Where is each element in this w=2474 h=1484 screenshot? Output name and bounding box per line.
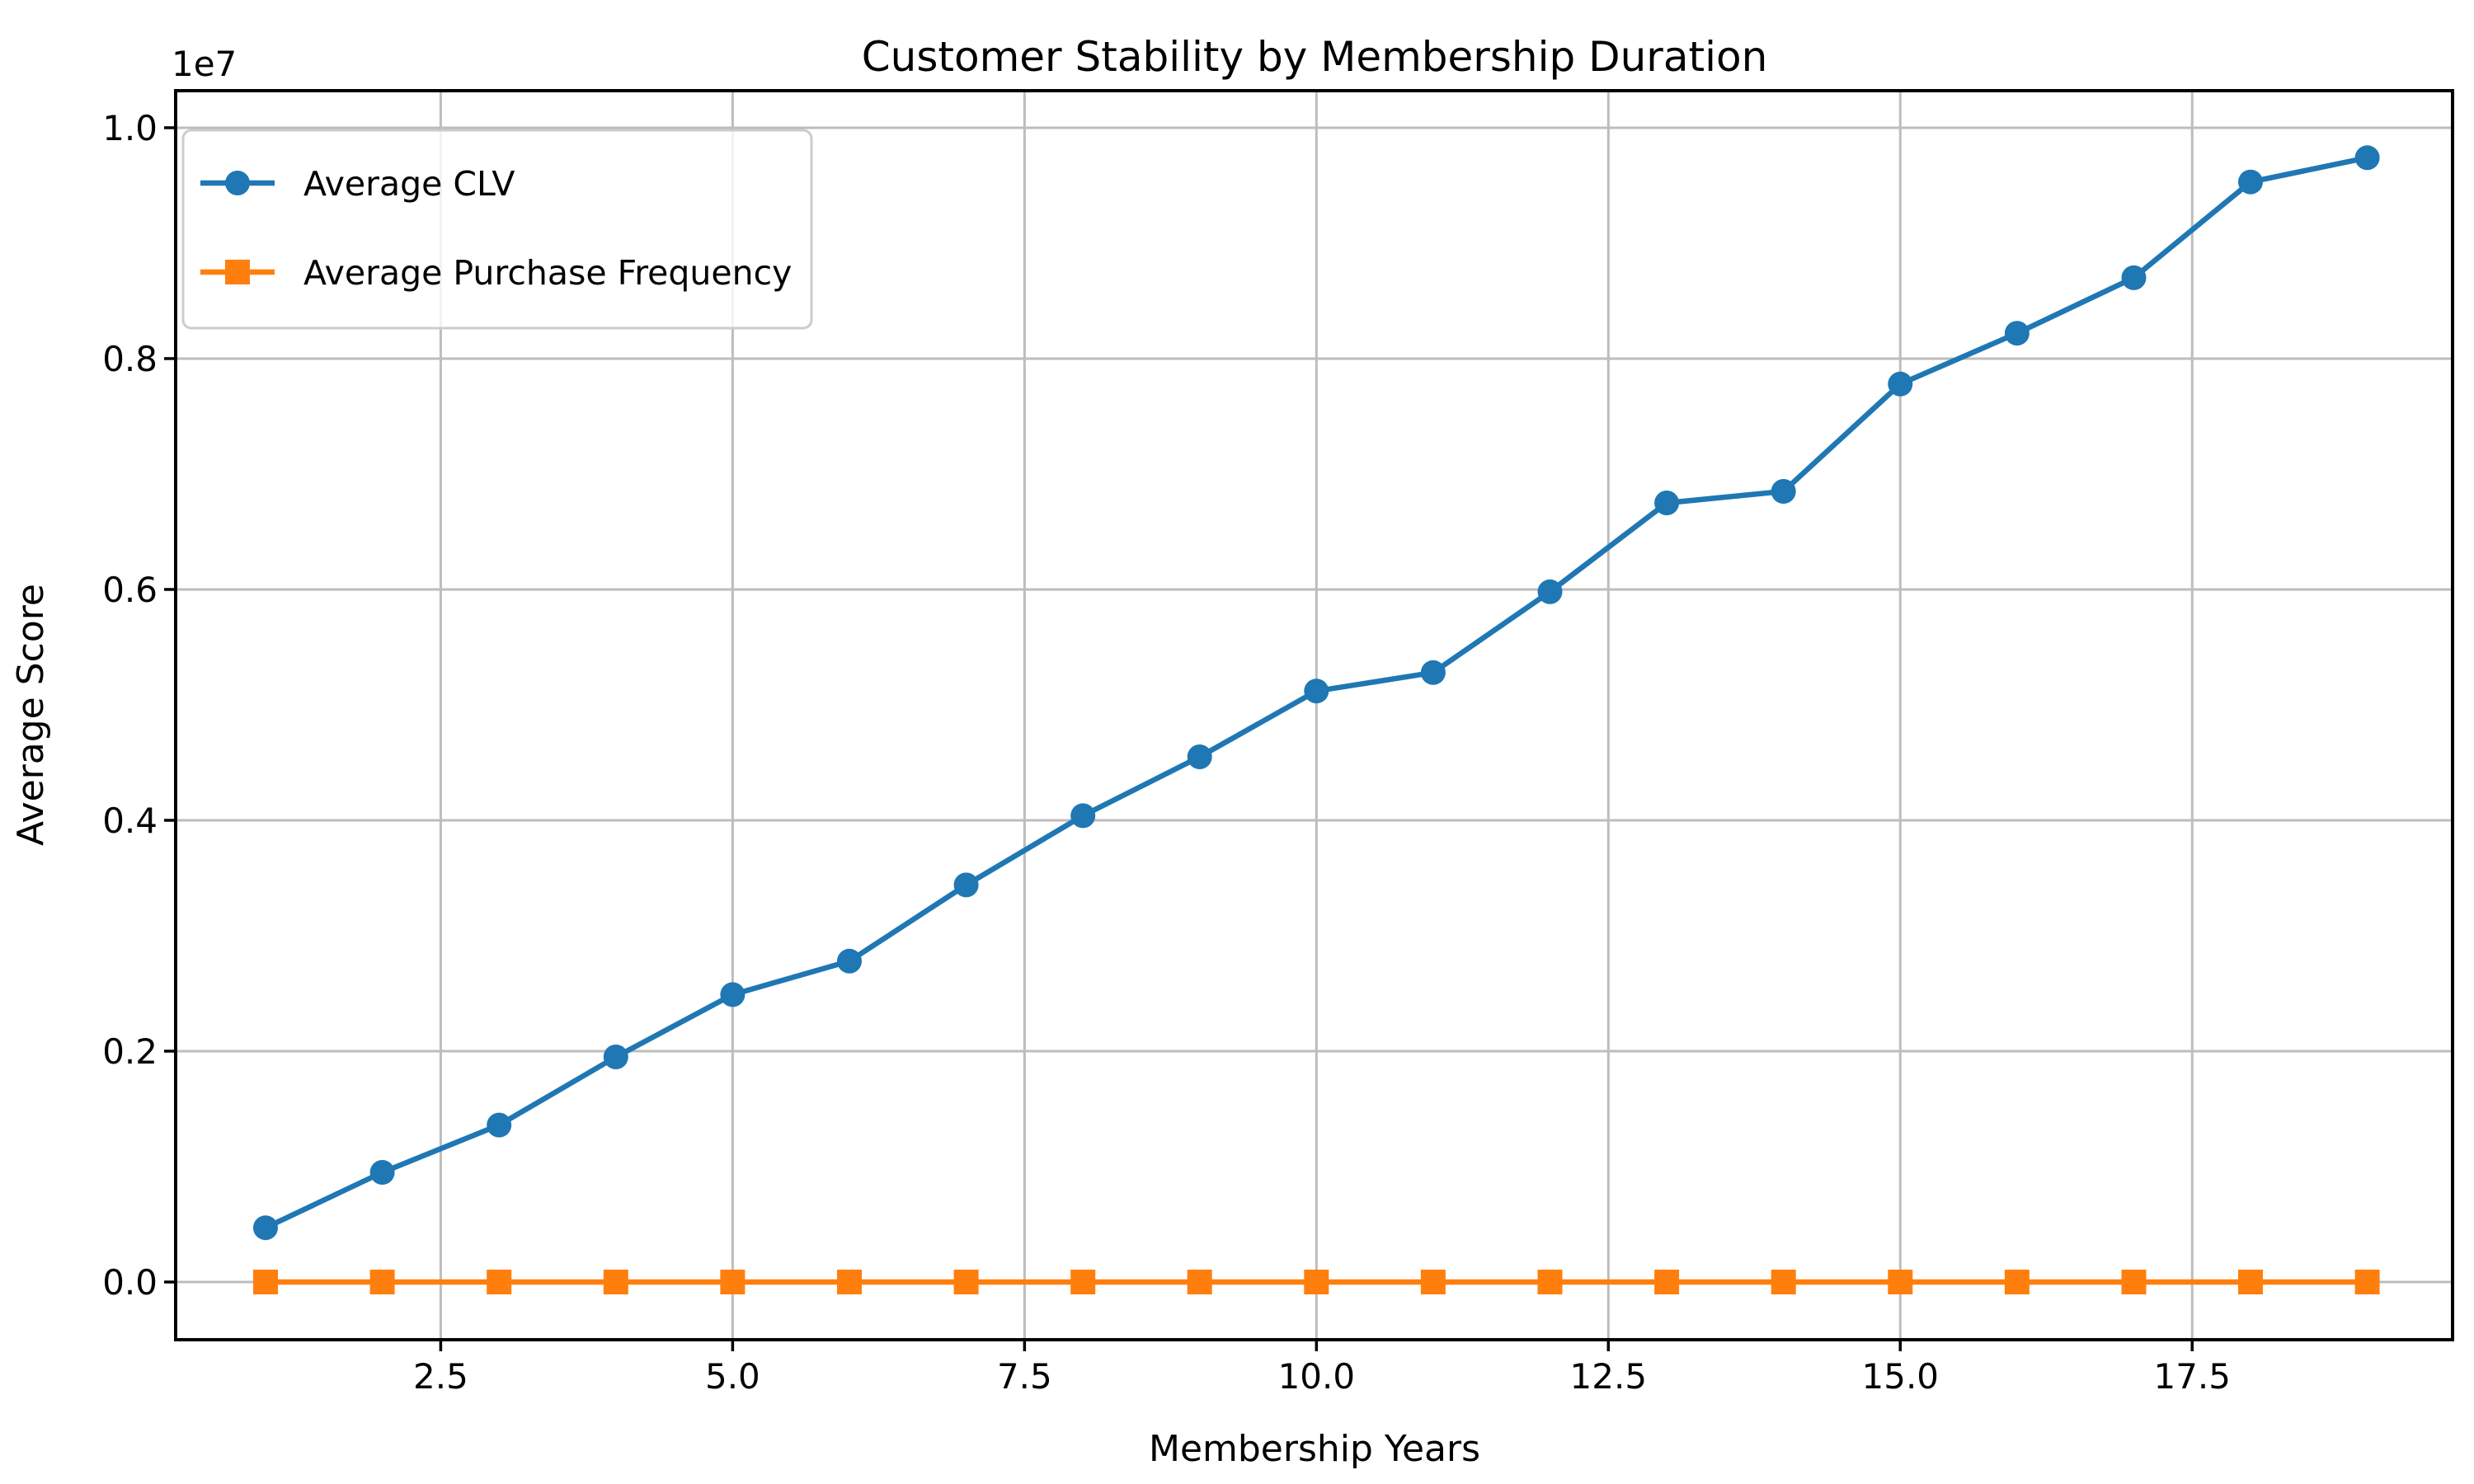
average-clv-marker: [1420, 660, 1446, 685]
legend: Average CLV Average Purchase Frequency: [181, 129, 813, 330]
average-clv-marker: [487, 1112, 512, 1138]
average-purchase-frequency-marker: [2354, 1270, 2380, 1294]
average-clv-marker: [1654, 491, 1680, 515]
average-clv-marker: [253, 1215, 278, 1241]
axes-spines: [174, 89, 2454, 1341]
y-tick-label: 0.8: [102, 339, 158, 379]
average-purchase-frequency-marker: [1304, 1270, 1329, 1294]
average-clv-marker: [1187, 744, 1212, 769]
average-clv-marker: [1070, 803, 1096, 829]
average-clv-marker: [2004, 321, 2030, 346]
average-purchase-frequency-marker: [487, 1270, 512, 1294]
series-layer: [253, 145, 2380, 1294]
chart-title: Customer Stability by Membership Duratio…: [862, 33, 1768, 81]
x-tick-label: 17.5: [2153, 1356, 2231, 1397]
y-tick-label: 0.0: [102, 1262, 158, 1303]
y-tick-label: 0.4: [102, 801, 158, 841]
axis-offset-text: 1e7: [172, 44, 237, 84]
y-tick-label: 0.2: [102, 1031, 158, 1072]
x-tick-label: 7.5: [997, 1356, 1052, 1397]
average-purchase-frequency-marker: [603, 1270, 628, 1294]
legend-square-marker-icon: [225, 260, 250, 284]
grid-layer: [176, 91, 2453, 1340]
y-tick-label: 1.0: [102, 108, 158, 148]
x-tick-label: 2.5: [413, 1356, 468, 1397]
average-purchase-frequency-marker: [1420, 1270, 1446, 1294]
average-clv-marker: [837, 948, 862, 974]
average-purchase-frequency-marker: [1654, 1270, 1680, 1294]
average-purchase-frequency-marker: [1187, 1270, 1212, 1294]
average-purchase-frequency-marker: [253, 1270, 278, 1294]
tick-label-layer: 2.5 5.0 7.5 10.0 12.5 15.0 17.5 0.0 0.2 0.4 0.6 0.8…: [102, 108, 2231, 1397]
average-clv-marker: [2121, 265, 2147, 290]
x-tick-label: 5.0: [705, 1356, 760, 1397]
average-purchase-frequency-marker: [953, 1270, 979, 1294]
average-clv-marker: [1304, 679, 1329, 704]
y-axis-label: Average Score: [10, 584, 52, 846]
average-purchase-frequency-marker: [1771, 1270, 1796, 1294]
x-tick-label: 10.0: [1278, 1356, 1356, 1397]
average-clv-marker: [1888, 371, 1913, 397]
legend-circle-marker-icon: [225, 171, 250, 195]
average-purchase-frequency-marker: [2004, 1270, 2030, 1294]
legend-label: Average CLV: [303, 164, 515, 204]
legend-label: Average Purchase Frequency: [303, 253, 792, 293]
x-axis-label: Membership Years: [1149, 1428, 1480, 1470]
average-clv-marker: [369, 1160, 395, 1185]
average-clv-marker: [2354, 145, 2380, 171]
average-purchase-frequency-marker: [1888, 1270, 1913, 1294]
y-tick-label: 0.6: [102, 570, 158, 610]
average-purchase-frequency-marker: [1070, 1270, 1096, 1294]
x-tick-label: 15.0: [1862, 1356, 1940, 1397]
average-purchase-frequency-marker: [1537, 1270, 1563, 1294]
average-purchase-frequency-marker: [720, 1270, 745, 1294]
average-clv-marker: [953, 872, 979, 898]
legend-box: [181, 129, 813, 330]
axes-layer: [164, 89, 2454, 1351]
average-clv-marker: [1771, 479, 1796, 504]
average-purchase-frequency-marker: [837, 1270, 862, 1294]
average-clv-marker: [720, 982, 745, 1007]
x-tick-label: 12.5: [1570, 1356, 1648, 1397]
average-purchase-frequency-marker: [2238, 1270, 2263, 1294]
average-clv-marker: [1537, 579, 1563, 604]
average-clv-marker: [2238, 169, 2263, 195]
average-clv-marker: [603, 1045, 628, 1069]
average-purchase-frequency-marker: [2121, 1270, 2147, 1294]
average-purchase-frequency-marker: [369, 1270, 395, 1294]
